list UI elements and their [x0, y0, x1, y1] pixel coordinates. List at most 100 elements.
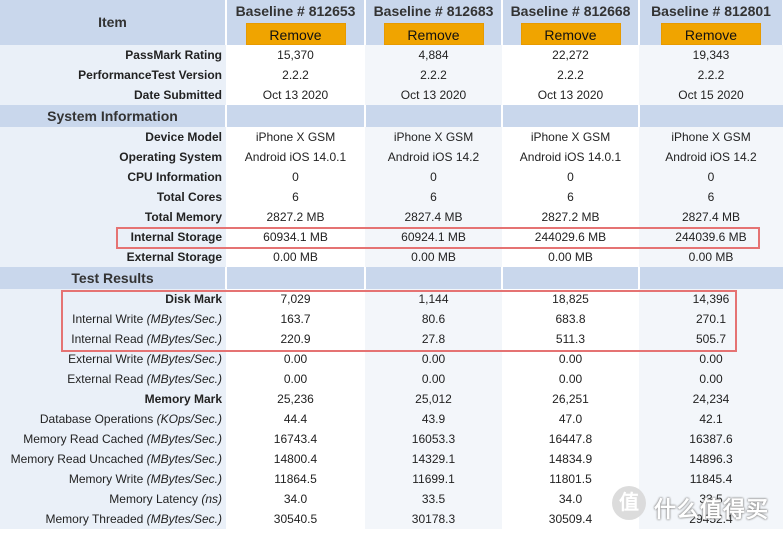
- remove-button[interactable]: Remove: [383, 23, 484, 45]
- row-value: 6: [226, 187, 365, 207]
- row-label: Memory Write (MBytes/Sec.): [0, 469, 226, 489]
- row-value: iPhone X GSM: [226, 127, 365, 147]
- remove-button[interactable]: Remove: [520, 23, 621, 45]
- row-label-text: Memory Mark: [144, 392, 222, 406]
- section-spacer: [638, 105, 783, 127]
- row-value: 30509.4: [502, 509, 639, 529]
- row-value: iPhone X GSM: [365, 127, 502, 147]
- row-value: 14329.1: [365, 449, 502, 469]
- row-value: 80.6: [365, 309, 502, 329]
- row-value: 44.4: [226, 409, 365, 429]
- row-value: 16743.4: [226, 429, 365, 449]
- table-row: Database Operations (KOps/Sec.) 44.4 43.9 4…: [0, 409, 783, 429]
- row-label: Memory Mark: [0, 389, 226, 409]
- row-value: 14896.3: [639, 449, 783, 469]
- row-unit: (KOps/Sec.): [156, 412, 222, 426]
- row-value: 30178.3: [365, 509, 502, 529]
- row-label: Internal Storage: [0, 227, 226, 247]
- row-value: 511.3: [502, 329, 639, 349]
- row-label: Internal Write (MBytes/Sec.): [0, 309, 226, 329]
- table-row: PassMark Rating 15,370 4,884 22,272 19,343: [0, 45, 783, 65]
- row-unit: (ns): [201, 492, 222, 506]
- row-value: 33.5: [365, 489, 502, 509]
- row-value: 30540.5: [226, 509, 365, 529]
- remove-button[interactable]: Remove: [661, 23, 761, 45]
- table-row: External Read (MBytes/Sec.) 0.00 0.00 0.00 0…: [0, 369, 783, 389]
- row-label-text: Database Operations: [39, 412, 157, 426]
- baseline-title: Baseline # 812801: [651, 3, 771, 19]
- row-unit: (MBytes/Sec.): [146, 332, 222, 346]
- row-value: 270.1: [639, 309, 783, 329]
- row-value: 0.00 MB: [365, 247, 502, 267]
- row-value: 19,343: [639, 45, 783, 65]
- baseline-column-2: Baseline # 812683 Remove: [365, 0, 503, 45]
- row-label-text: Device Model: [145, 130, 222, 144]
- row-value: 0.00: [365, 349, 502, 369]
- section-spacer: [501, 105, 639, 127]
- row-value: 2.2.2: [502, 65, 639, 85]
- row-value: 6: [502, 187, 639, 207]
- row-value: 0: [226, 167, 365, 187]
- table-row: Internal Storage 60934.1 MB 60924.1 MB 2440…: [0, 227, 783, 247]
- row-value: 16447.8: [502, 429, 639, 449]
- table-row: Memory Mark 25,236 25,012 26,251 24,234: [0, 389, 783, 409]
- row-label-text: Date Submitted: [133, 88, 222, 102]
- row-label-text: Total Cores: [156, 190, 222, 204]
- row-label-text: Memory Write: [68, 472, 147, 486]
- row-label: CPU Information: [0, 167, 226, 187]
- table-row: Operating System Android iOS 14.0.1 Androi…: [0, 147, 783, 167]
- row-label-text: PerformanceTest Version: [78, 68, 222, 82]
- remove-button[interactable]: Remove: [245, 23, 346, 45]
- row-label: Database Operations (KOps/Sec.): [0, 409, 226, 429]
- row-label-text: Disk Mark: [165, 292, 222, 306]
- section-title: Test Results: [0, 267, 226, 289]
- table-row: External Write (MBytes/Sec.) 0.00 0.00 0.00…: [0, 349, 783, 369]
- row-unit: (MBytes/Sec.): [146, 432, 222, 446]
- row-label: Memory Latency (ns): [0, 489, 226, 509]
- row-value: 25,236: [226, 389, 365, 409]
- section-header: System Information: [0, 105, 783, 127]
- row-value: 33.5: [639, 489, 783, 509]
- row-value: 2.2.2: [639, 65, 783, 85]
- row-value: Android iOS 14.2: [639, 147, 783, 167]
- row-value: 2.2.2: [365, 65, 502, 85]
- table-row: Memory Threaded (MBytes/Sec.) 30540.5 3017…: [0, 509, 783, 529]
- row-label: Device Model: [0, 127, 226, 147]
- row-label: External Write (MBytes/Sec.): [0, 349, 226, 369]
- row-unit: (MBytes/Sec.): [146, 312, 222, 326]
- row-value: 6: [365, 187, 502, 207]
- table-row: Device Model iPhone X GSM iPhone X GSM iPho…: [0, 127, 783, 147]
- row-label: Memory Read Cached (MBytes/Sec.): [0, 429, 226, 449]
- section-title: System Information: [0, 105, 226, 127]
- row-value: 0.00: [639, 349, 783, 369]
- row-value: Android iOS 14.0.1: [226, 147, 365, 167]
- row-value: 6: [639, 187, 783, 207]
- table-row: Internal Write (MBytes/Sec.) 163.7 80.6 683…: [0, 309, 783, 329]
- item-header: Item: [0, 0, 227, 45]
- table-row: Memory Read Uncached (MBytes/Sec.) 14800.…: [0, 449, 783, 469]
- row-value: 0: [365, 167, 502, 187]
- table-row: Date Submitted Oct 13 2020 Oct 13 2020 Oct …: [0, 85, 783, 105]
- section-spacer: [364, 267, 502, 289]
- row-label-text: External Write: [68, 352, 147, 366]
- row-value: 47.0: [502, 409, 639, 429]
- row-value: 34.0: [502, 489, 639, 509]
- row-value: 0: [639, 167, 783, 187]
- row-value: 2827.2 MB: [226, 207, 365, 227]
- row-label-text: Memory Read Uncached: [10, 452, 147, 466]
- row-value: 1,144: [365, 289, 502, 309]
- row-label: Disk Mark: [0, 289, 226, 309]
- row-label: Operating System: [0, 147, 226, 167]
- row-label: Internal Read (MBytes/Sec.): [0, 329, 226, 349]
- row-unit: (MBytes/Sec.): [146, 512, 222, 526]
- baseline-title: Baseline # 812653: [235, 3, 356, 19]
- row-value: 60934.1 MB: [226, 227, 365, 247]
- row-value: 163.7: [226, 309, 365, 329]
- section-spacer: [501, 267, 639, 289]
- table-row: Disk Mark 7,029 1,144 18,825 14,396: [0, 289, 783, 309]
- row-value: 43.9: [365, 409, 502, 429]
- section-spacer: [225, 105, 365, 127]
- row-value: 2827.4 MB: [365, 207, 502, 227]
- row-label: External Read (MBytes/Sec.): [0, 369, 226, 389]
- row-value: 14834.9: [502, 449, 639, 469]
